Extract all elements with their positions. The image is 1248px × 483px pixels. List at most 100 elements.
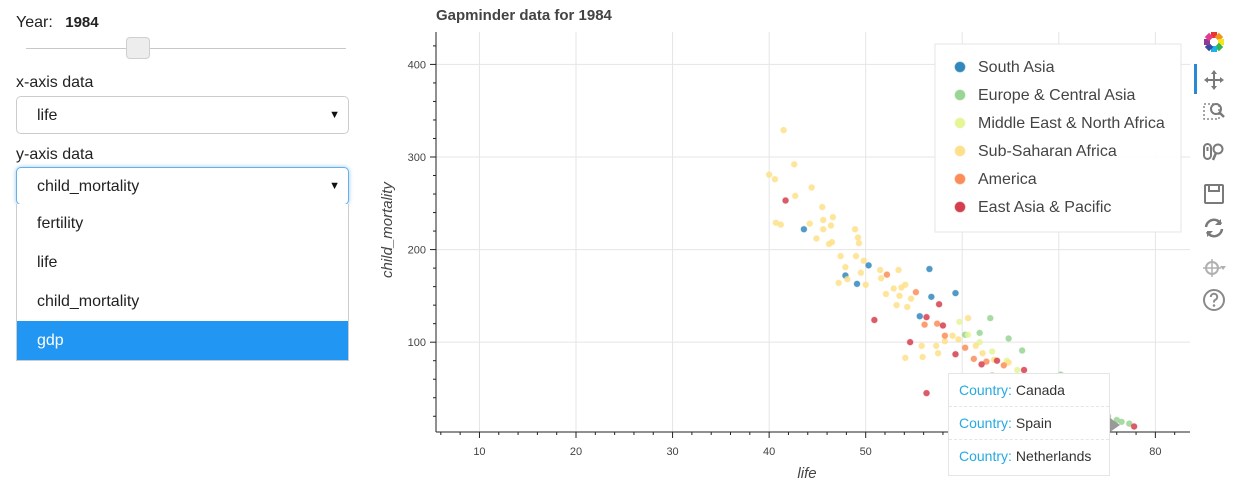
data-point [925,265,933,273]
data-point [841,263,849,271]
y-tick-label: 400 [408,59,426,71]
data-point [812,234,820,242]
hover-tooltip: Country: Canada Country: Spain Country: Net… [948,373,1110,476]
data-point [825,240,833,248]
year-slider-handle[interactable] [126,37,150,59]
plot-title: Gapminder data for 1984 [436,7,612,24]
y-axis-options-list: fertility life child_mortality gdp [16,204,349,361]
data-point [964,331,972,339]
year-label: Year: [16,14,53,31]
y-axis-select-value: child_mortality [37,178,140,195]
data-point [986,314,994,322]
x-axis-label: x-axis data [16,74,94,91]
data-point [1013,366,1021,374]
year-value: 1984 [65,14,99,31]
data-point [927,293,935,301]
data-point [771,175,779,183]
data-point [827,222,835,230]
year-row: Year: 1984 [16,14,99,32]
data-point [890,284,898,292]
data-point [935,300,943,308]
data-point [982,358,990,366]
legend-label: Middle East & North Africa [978,115,1165,132]
data-point [916,312,924,320]
data-point [934,349,942,357]
data-point [1020,366,1028,374]
data-point [819,216,827,224]
tooltip-value: Canada [1015,382,1065,398]
data-point [800,225,808,233]
legend-marker [954,117,966,129]
data-point [901,281,909,289]
data-point [857,269,865,277]
legend-marker [954,145,966,157]
data-point [877,274,885,282]
y-tick-label: 300 [408,152,426,164]
tooltip-value: Spain [1015,415,1052,431]
data-point [791,192,799,200]
data-point [870,316,878,324]
data-point [954,335,962,343]
data-point [901,354,909,362]
chevron-down-icon: ▼ [329,180,340,192]
tooltip-key: Country: [959,448,1012,464]
x-tick-label: 80 [1149,446,1161,458]
data-point [835,279,843,287]
data-point [941,332,949,340]
data-point [808,184,816,192]
legend-marker [954,89,966,101]
save-icon[interactable] [1202,182,1226,206]
data-point [951,289,959,297]
data-point [780,126,788,134]
option-life[interactable]: life [37,254,58,271]
data-point [921,321,929,329]
x-tick-label: 10 [473,446,485,458]
data-point [862,281,870,289]
data-point [895,292,903,300]
data-point [853,280,861,288]
y-axis-select[interactable]: child_mortality ▼ [16,167,349,205]
data-point [951,350,959,358]
x-axis-select[interactable]: life ▼ [16,96,349,134]
option-gdp[interactable]: gdp [17,321,348,360]
data-point [907,295,915,303]
legend-marker [954,173,966,185]
x-tick-label: 30 [666,446,678,458]
box-zoom-icon[interactable] [1202,100,1226,124]
legend-label: South Asia [978,59,1055,76]
legend-marker [954,201,966,213]
option-fertility[interactable]: fertility [37,215,84,232]
y-axis-title: child_mortality [379,181,396,278]
bokeh-logo-icon[interactable] [1202,30,1226,54]
data-point [819,225,827,233]
data-point [876,266,884,274]
data-point [1018,347,1026,355]
tooltip-row: Country: Canada [949,374,1109,407]
tooltip-key: Country: [959,415,1012,431]
tooltip-row: Country: Spain [949,407,1109,440]
help-icon[interactable] [1202,288,1226,312]
reset-icon[interactable] [1202,216,1226,240]
data-point [777,221,785,229]
data-point [903,303,911,311]
data-point [988,347,996,355]
year-slider-track[interactable] [26,48,346,49]
data-point [893,301,901,309]
pan-icon[interactable] [1202,68,1226,92]
data-point [912,288,920,296]
legend-marker [954,61,966,73]
data-point [1005,334,1013,342]
x-axis-title: life [797,465,816,482]
x-tick-label: 50 [860,446,872,458]
data-point [852,252,860,260]
data-point [790,160,798,168]
data-point [978,360,986,368]
tooltip-value: Netherlands [1015,448,1092,464]
wheel-zoom-icon[interactable] [1202,140,1226,164]
hover-icon[interactable] [1202,256,1226,280]
data-point [970,355,978,363]
option-child-mortality[interactable]: child_mortality [37,293,140,310]
legend-box [934,43,1182,233]
x-tick-label: 20 [570,446,582,458]
data-point [843,275,851,283]
